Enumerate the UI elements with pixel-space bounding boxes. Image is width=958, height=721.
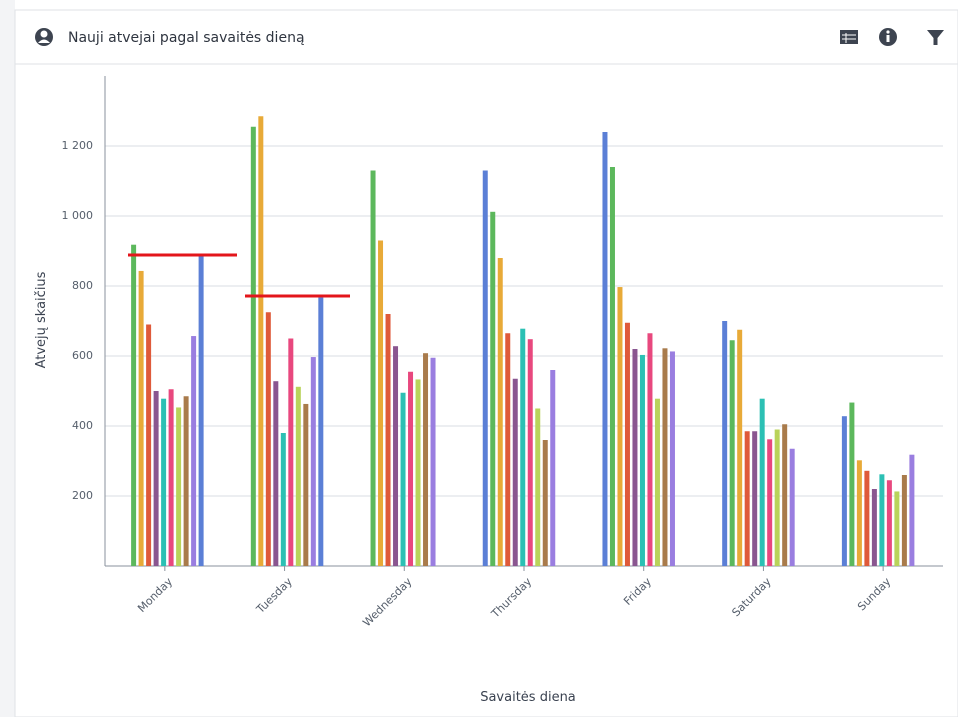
bar: [609, 167, 615, 566]
bar: [774, 429, 780, 566]
bar: [280, 433, 286, 566]
bar: [767, 439, 773, 566]
bar: [624, 322, 630, 566]
bar: [662, 348, 668, 566]
bar: [423, 353, 429, 566]
bar: [909, 454, 915, 566]
bar: [288, 338, 294, 566]
bar: [856, 460, 862, 566]
bar: [849, 402, 855, 566]
bar: [138, 270, 144, 566]
y-tick-label: 1 200: [62, 139, 94, 152]
bar: [295, 386, 301, 566]
bar: [393, 346, 399, 566]
bar: [654, 398, 660, 566]
user-icon: [35, 28, 53, 46]
y-tick-label: 800: [72, 279, 93, 292]
bar: [535, 408, 541, 566]
bar: [879, 474, 885, 566]
bar: [153, 391, 159, 566]
y-tick-label: 1 000: [62, 209, 94, 222]
bar: [669, 351, 675, 566]
bar: [168, 389, 174, 566]
x-axis-label: Savaitės diena: [480, 690, 576, 705]
bar: [744, 431, 750, 566]
info-icon[interactable]: [879, 28, 897, 46]
bar: [759, 398, 765, 566]
bar: [782, 424, 788, 566]
bar: [161, 398, 167, 566]
bar: [639, 354, 645, 566]
y-tick-label: 400: [72, 419, 93, 432]
bar: [318, 297, 324, 566]
bar: [632, 349, 638, 566]
bar: [550, 370, 556, 566]
y-tick-label: 600: [72, 349, 93, 362]
card-title: Nauji atvejai pagal savaitės dieną: [68, 30, 305, 46]
bar: [490, 211, 496, 567]
bar: [430, 357, 436, 566]
bar: [408, 371, 414, 566]
bar: [370, 170, 376, 566]
bar: [497, 258, 503, 566]
bar: [183, 396, 189, 566]
bar: [176, 407, 182, 566]
bar: [894, 491, 900, 566]
bar: [617, 287, 623, 566]
bar: [273, 381, 279, 566]
bar: [310, 357, 316, 566]
bar: [265, 312, 271, 566]
y-tick-label: 200: [72, 489, 93, 502]
bar: [729, 340, 735, 566]
y-axis-label: Atvejų skaičius: [34, 271, 49, 368]
bar: [505, 333, 511, 566]
bar: [303, 403, 309, 566]
bar: [871, 489, 877, 566]
bar: [512, 378, 518, 566]
bar: [400, 392, 406, 566]
bar: [258, 116, 264, 566]
bar: [482, 170, 488, 566]
bar: [602, 132, 608, 566]
bar: [722, 321, 728, 566]
bar: [415, 379, 421, 566]
bar: [542, 440, 548, 566]
bar: [250, 126, 256, 566]
table-icon[interactable]: [840, 30, 858, 44]
bar: [864, 470, 870, 566]
bar: [886, 480, 892, 566]
bar: [901, 475, 907, 566]
bar: [527, 339, 533, 566]
bar: [647, 333, 653, 566]
bar: [385, 314, 391, 566]
side-strip: [0, 0, 15, 717]
bar: [146, 324, 152, 566]
bar: [737, 329, 743, 566]
filter-icon[interactable]: [927, 30, 944, 45]
bar: [752, 431, 758, 566]
bar: [520, 328, 526, 566]
bar: [841, 416, 847, 566]
bar: [198, 255, 204, 566]
bar: [378, 240, 384, 566]
bar: [191, 336, 197, 566]
bar: [789, 448, 795, 566]
bar: [131, 244, 137, 566]
